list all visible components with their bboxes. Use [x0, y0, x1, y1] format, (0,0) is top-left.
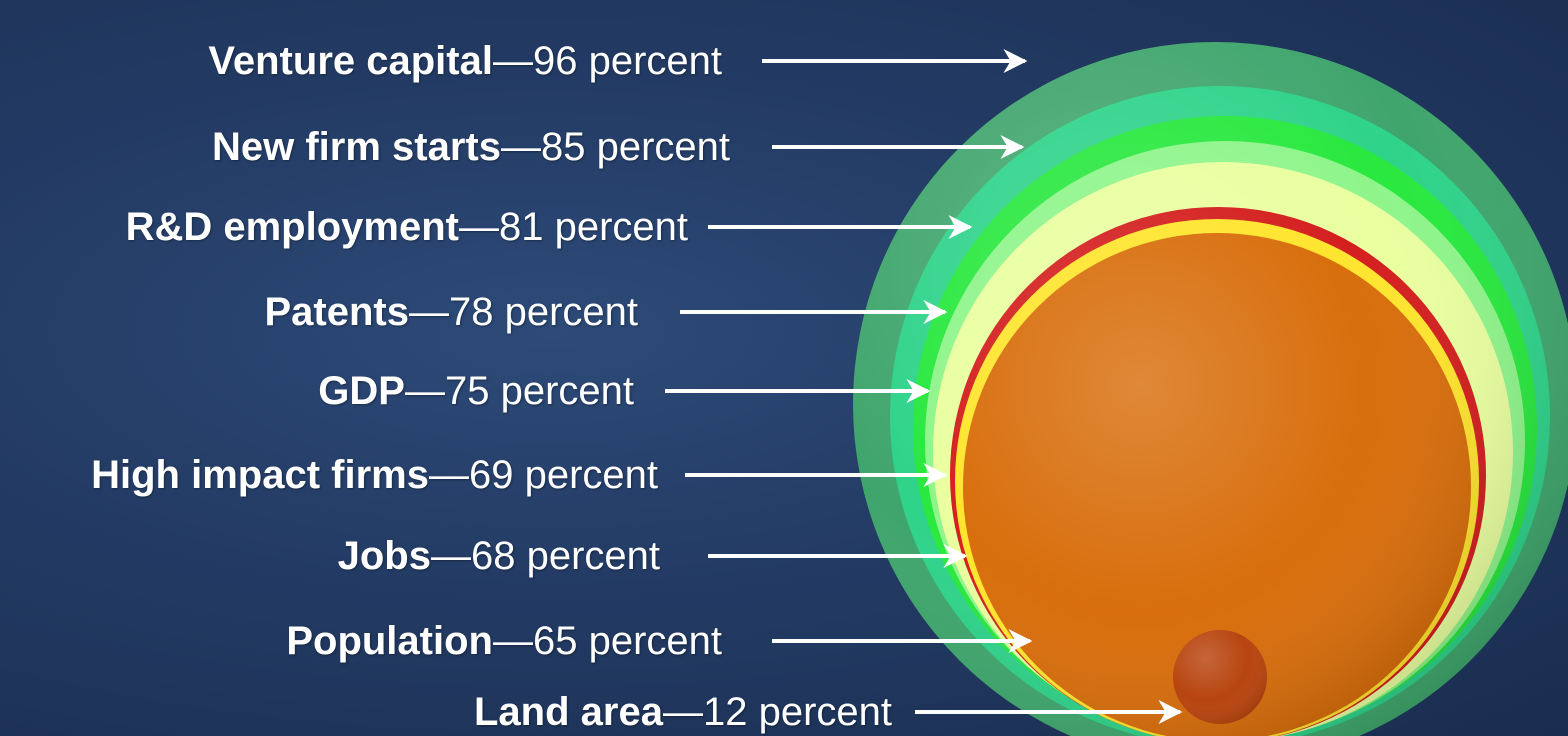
- label-unit: percent: [500, 369, 634, 413]
- label-value-rd-employment: 81: [498, 205, 555, 249]
- label-new-firm-starts: New firm starts—85 percent: [212, 123, 730, 171]
- label-unit: percent: [596, 125, 730, 169]
- label-rd-employment: R&D employment—81 percent: [126, 203, 688, 251]
- bubble-shading-land-area: [1173, 630, 1267, 724]
- label-unit: percent: [758, 690, 892, 734]
- label-dash: —: [492, 619, 533, 663]
- label-high-impact-firms: High impact firms—69 percent: [91, 451, 658, 499]
- bubble-shading-population: [963, 233, 1471, 736]
- label-population: Population—65 percent: [286, 617, 722, 665]
- label-unit: percent: [504, 290, 638, 334]
- label-value-jobs: 68: [470, 534, 527, 578]
- label-name-gdp: GDP: [318, 369, 405, 413]
- label-unit: percent: [588, 39, 722, 83]
- label-unit: percent: [588, 619, 722, 663]
- label-dash: —: [492, 39, 533, 83]
- label-value-population: 65: [532, 619, 589, 663]
- label-name-land-area: Land area: [474, 690, 663, 734]
- label-name-venture-capital: Venture capital: [208, 39, 493, 83]
- label-unit: percent: [526, 534, 660, 578]
- label-dash: —: [428, 453, 469, 497]
- label-jobs: Jobs—68 percent: [338, 532, 660, 580]
- label-dash: —: [404, 369, 445, 413]
- label-name-new-firm-starts: New firm starts: [211, 125, 501, 169]
- label-gdp: GDP—75 percent: [318, 367, 634, 415]
- label-dash: —: [500, 125, 541, 169]
- label-name-jobs: Jobs: [337, 534, 431, 578]
- label-patents: Patents—78 percent: [264, 288, 638, 336]
- label-value-gdp: 75: [444, 369, 501, 413]
- label-value-venture-capital: 96: [532, 39, 589, 83]
- label-dash: —: [430, 534, 471, 578]
- label-value-patents: 78: [448, 290, 505, 334]
- label-value-land-area: 12: [702, 690, 759, 734]
- label-land-area: Land area—12 percent: [474, 688, 892, 736]
- label-name-patents: Patents: [264, 290, 409, 334]
- label-unit: percent: [554, 205, 688, 249]
- label-name-rd-employment: R&D employment: [125, 205, 459, 249]
- label-name-high-impact-firms: High impact firms: [91, 453, 429, 497]
- label-dash: —: [458, 205, 499, 249]
- label-value-high-impact-firms: 69: [468, 453, 525, 497]
- label-name-population: Population: [286, 619, 493, 663]
- label-unit: percent: [524, 453, 658, 497]
- label-value-new-firm-starts: 85: [540, 125, 597, 169]
- label-dash: —: [662, 690, 703, 734]
- label-venture-capital: Venture capital—96 percent: [208, 37, 722, 85]
- label-dash: —: [408, 290, 449, 334]
